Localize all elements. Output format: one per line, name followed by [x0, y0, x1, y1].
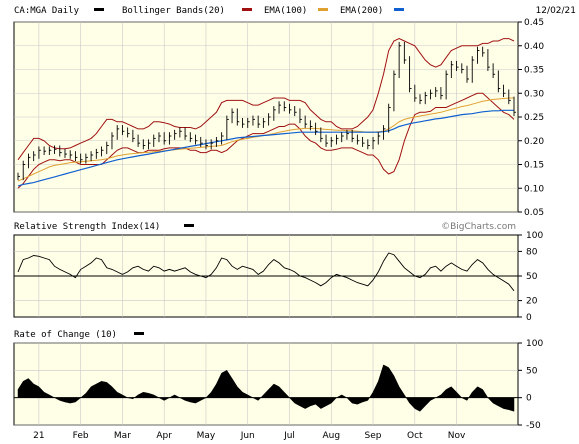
roc-area [17, 364, 515, 412]
month-tick-label: 21 [33, 431, 44, 441]
price-legend-swatch [94, 8, 104, 11]
month-tick-label: Sep [365, 431, 382, 441]
price-panel-title: CA:MGA Daily [14, 6, 80, 16]
legend-ema200-swatch [394, 8, 404, 11]
rsi-panel-title: Relative Strength Index(14) [14, 222, 160, 232]
price-tick-label: 0.10 [524, 184, 544, 194]
rsi-tick-label: 20 [526, 297, 538, 307]
roc-tick-label: 0 [526, 394, 532, 404]
roc-tick-label: 100 [526, 339, 543, 349]
roc-y-axis: 100 50 0 -50 [518, 339, 543, 431]
month-tick-label: Nov [448, 431, 466, 441]
price-tick-label: 0.20 [524, 137, 544, 147]
rsi-y-axis: 100 80 50 20 0 [518, 231, 543, 323]
price-bars [17, 41, 516, 181]
rsi-panel: 100 80 50 20 0 [13, 231, 543, 323]
rsi-legend-swatch [184, 224, 194, 227]
month-tick-label: Jul [283, 431, 295, 441]
price-tick-label: 0.15 [524, 161, 544, 171]
month-tick-label: Apr [156, 431, 172, 441]
chart-date: 12/02/21 [536, 6, 576, 16]
roc-gridlines [14, 342, 518, 426]
price-tick-label: 0.45 [524, 18, 544, 28]
watermark: ©BigCharts.com [441, 222, 516, 232]
roc-legend-swatch [134, 332, 144, 335]
month-tick-label: Feb [73, 431, 89, 441]
price-y-axis: 0.45 0.40 0.35 0.30 0.25 0.20 0.15 0.10 0.05 [518, 18, 544, 218]
bollinger-upper-line [17, 38, 515, 161]
month-tick-label: Jun [240, 431, 255, 441]
roc-panel-title: Rate of Change (10) [14, 330, 117, 340]
legend-bollinger-swatch [242, 8, 252, 11]
price-tick-label: 0.25 [524, 113, 544, 123]
rsi-tick-label: 50 [526, 272, 538, 282]
month-tick-label: Mar [114, 431, 131, 441]
month-tick-label: Oct [407, 431, 423, 441]
rsi-line [17, 252, 515, 292]
series-layer [14, 38, 518, 412]
roc-tick-label: -50 [526, 421, 541, 431]
roc-tick-label: 50 [526, 366, 538, 376]
price-tick-label: 0.05 [524, 208, 544, 218]
rsi-tick-label: 100 [526, 231, 543, 241]
price-tick-label: 0.35 [524, 66, 544, 76]
ema200-line [17, 109, 514, 187]
month-tick-label: Aug [322, 431, 340, 441]
month-tick-label: May [197, 431, 216, 441]
rsi-tick-label: 0 [526, 313, 532, 323]
legend-ema100: EMA(100) [264, 6, 307, 16]
rsi-tick-label: 80 [526, 247, 538, 257]
price-panel: 0.45 0.40 0.35 0.30 0.25 0.20 0.15 0.10 0.05 [13, 18, 544, 218]
roc-panel: 100 50 0 -50 [13, 339, 543, 431]
month-axis: 21 Feb Mar Apr May Jun Jul Aug Sep Oct Nov [33, 431, 466, 441]
price-tick-label: 0.30 [524, 89, 544, 99]
price-tick-label: 0.40 [524, 42, 544, 52]
legend-ema100-swatch [318, 8, 328, 11]
legend-ema200: EMA(200) [340, 6, 383, 16]
chart-header: CA:MGA Daily Bollinger Bands(20) EMA(100… [14, 6, 576, 16]
legend-bollinger: Bollinger Bands(20) [122, 6, 225, 16]
